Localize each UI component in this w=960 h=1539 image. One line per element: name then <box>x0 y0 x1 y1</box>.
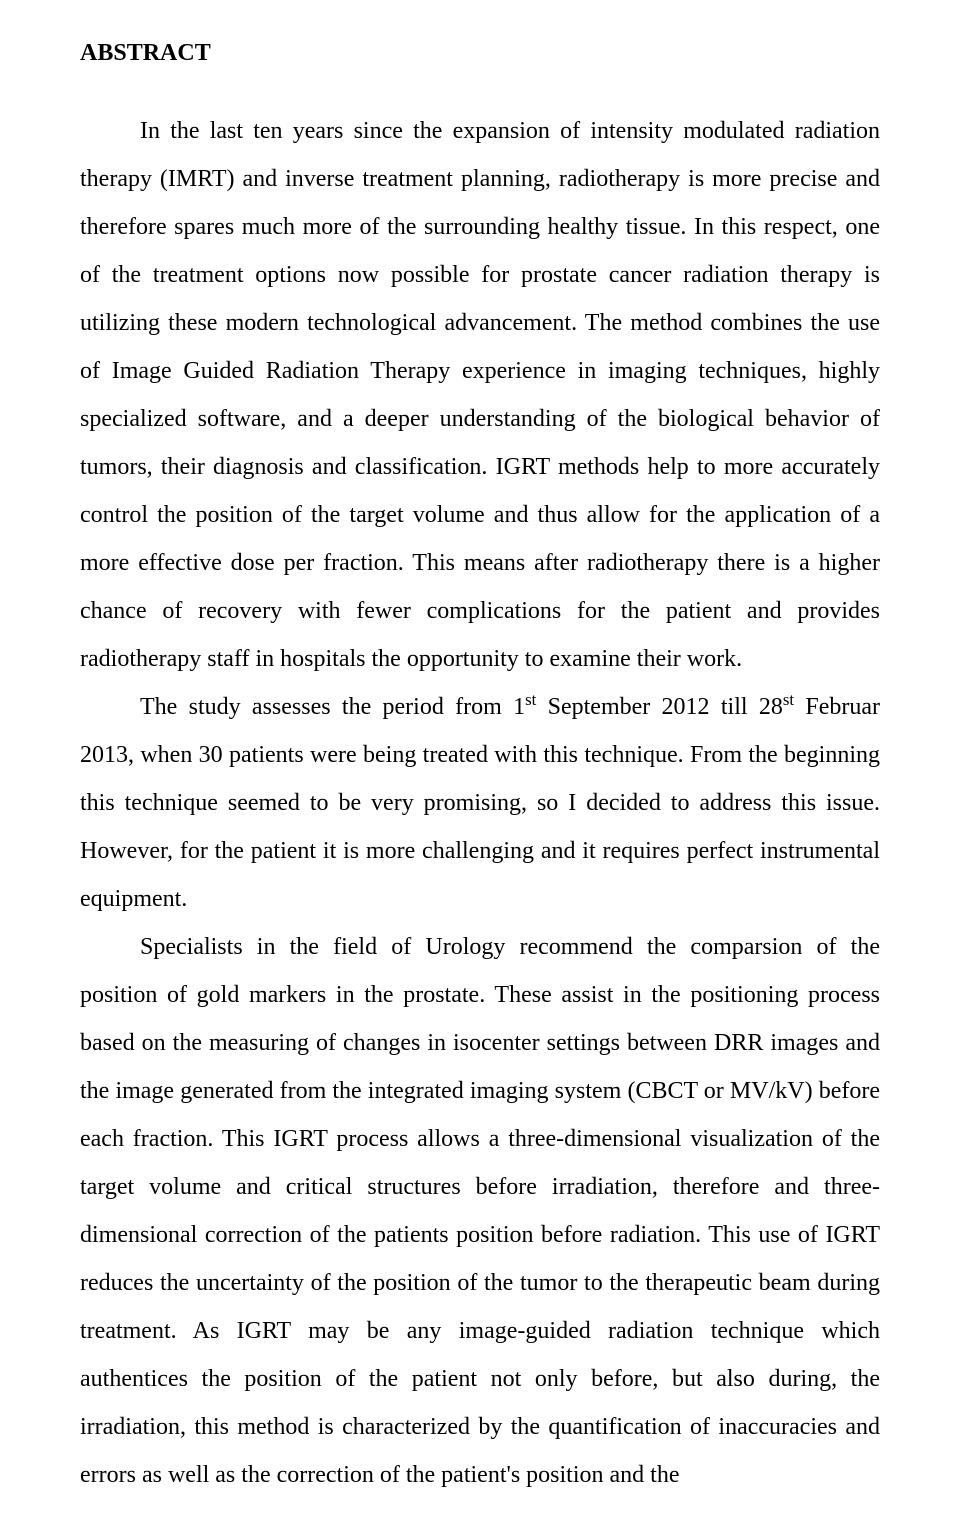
paragraph-1: In the last ten years since the expansio… <box>80 107 880 683</box>
paragraph-2: The study assesses the period from 1st S… <box>80 683 880 923</box>
p2-text-3: Februar 2013, when 30 patients were bein… <box>80 694 880 912</box>
paragraph-3: Specialists in the field of Urology reco… <box>80 923 880 1499</box>
p2-superscript-1: st <box>525 690 536 709</box>
p2-text-1: The study assesses the period from 1 <box>140 694 525 720</box>
abstract-heading: ABSTRACT <box>80 40 880 67</box>
p2-text-2: September 2012 till 28 <box>536 694 783 720</box>
p2-superscript-2: st <box>783 690 794 709</box>
